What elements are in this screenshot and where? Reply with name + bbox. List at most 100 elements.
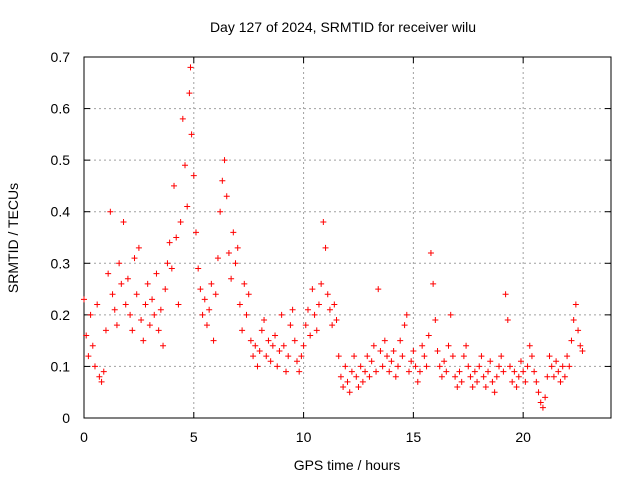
data-point <box>355 384 362 391</box>
data-point <box>203 322 210 329</box>
data-point <box>555 368 562 375</box>
data-point <box>443 368 450 375</box>
data-point <box>416 368 423 375</box>
data-point <box>401 322 408 329</box>
data-point <box>221 157 228 164</box>
data-point <box>570 317 577 324</box>
data-point <box>447 311 454 318</box>
data-point <box>324 291 331 298</box>
data-point <box>491 389 498 396</box>
data-point <box>177 219 184 226</box>
data-point <box>434 347 441 354</box>
data-point <box>454 384 461 391</box>
data-point <box>87 311 94 318</box>
data-point <box>432 317 439 324</box>
data-point <box>208 280 215 287</box>
data-point <box>342 363 349 370</box>
data-point <box>412 363 419 370</box>
data-point <box>506 363 513 370</box>
data-point <box>186 90 193 97</box>
data-point <box>302 322 309 329</box>
data-point <box>379 363 386 370</box>
data-point <box>559 363 566 370</box>
data-point <box>579 347 586 354</box>
data-point <box>245 291 252 298</box>
data-point <box>373 368 380 375</box>
data-point <box>243 311 250 318</box>
data-point <box>236 301 243 308</box>
data-point <box>315 301 322 308</box>
data-point <box>144 280 151 287</box>
grid-lines <box>84 57 611 418</box>
y-tick-label: 0.6 <box>51 101 71 117</box>
y-axis-title: SRMTID / TECUs <box>5 183 21 293</box>
data-point <box>311 311 318 318</box>
data-point <box>427 249 434 256</box>
x-tick-label: 15 <box>406 429 422 445</box>
data-point <box>471 368 478 375</box>
data-point <box>329 322 336 329</box>
data-point <box>502 291 509 298</box>
data-point <box>296 368 303 375</box>
data-point <box>531 368 538 375</box>
data-point <box>225 249 232 256</box>
y-tick-label: 0.2 <box>51 307 71 323</box>
data-point <box>504 317 511 324</box>
data-point <box>575 327 582 334</box>
data-point <box>232 260 239 267</box>
data-point <box>142 301 149 308</box>
data-point <box>157 306 164 313</box>
data-point <box>322 244 329 251</box>
data-point <box>340 384 347 391</box>
data-point <box>414 378 421 385</box>
data-point <box>146 322 153 329</box>
data-point <box>425 332 432 339</box>
data-point <box>348 368 355 375</box>
data-point <box>550 373 557 380</box>
data-point <box>199 311 206 318</box>
axis-ticks: 0 5 10 15 20 0 0.1 0.2 0.3 0.4 0.5 0.6 0.7 <box>51 49 611 445</box>
data-point <box>173 234 180 241</box>
data-point <box>353 373 360 380</box>
data-point <box>320 219 327 226</box>
data-point <box>91 363 98 370</box>
data-point <box>480 373 487 380</box>
data-point <box>557 378 564 385</box>
data-point <box>408 358 415 365</box>
data-point <box>458 378 465 385</box>
data-point <box>522 378 529 385</box>
data-point <box>133 291 140 298</box>
data-point <box>135 244 142 251</box>
data-point <box>291 337 298 344</box>
data-point <box>463 342 470 349</box>
data-point <box>197 286 204 293</box>
data-point <box>283 368 290 375</box>
data-point <box>482 384 489 391</box>
y-tick-label: 0.4 <box>51 204 71 220</box>
data-point <box>359 378 366 385</box>
data-point <box>187 64 194 71</box>
plot-frame <box>83 56 612 419</box>
data-point <box>256 347 263 354</box>
data-point <box>568 337 575 344</box>
data-point <box>513 384 520 391</box>
data-point <box>577 342 584 349</box>
data-point <box>548 363 555 370</box>
data-point <box>214 255 221 262</box>
data-point <box>368 358 375 365</box>
data-point <box>100 368 107 375</box>
data-point <box>113 322 120 329</box>
data-point <box>140 337 147 344</box>
data-point <box>515 373 522 380</box>
data-point <box>460 353 467 360</box>
data-point <box>168 265 175 272</box>
data-point <box>337 373 344 380</box>
data-point <box>287 322 294 329</box>
data-point <box>419 342 426 349</box>
data-point <box>269 342 276 349</box>
x-axis-title: GPS time / hours <box>294 457 401 473</box>
data-point <box>278 311 285 318</box>
y-tick-label: 0.5 <box>51 152 71 168</box>
data-point <box>375 286 382 293</box>
